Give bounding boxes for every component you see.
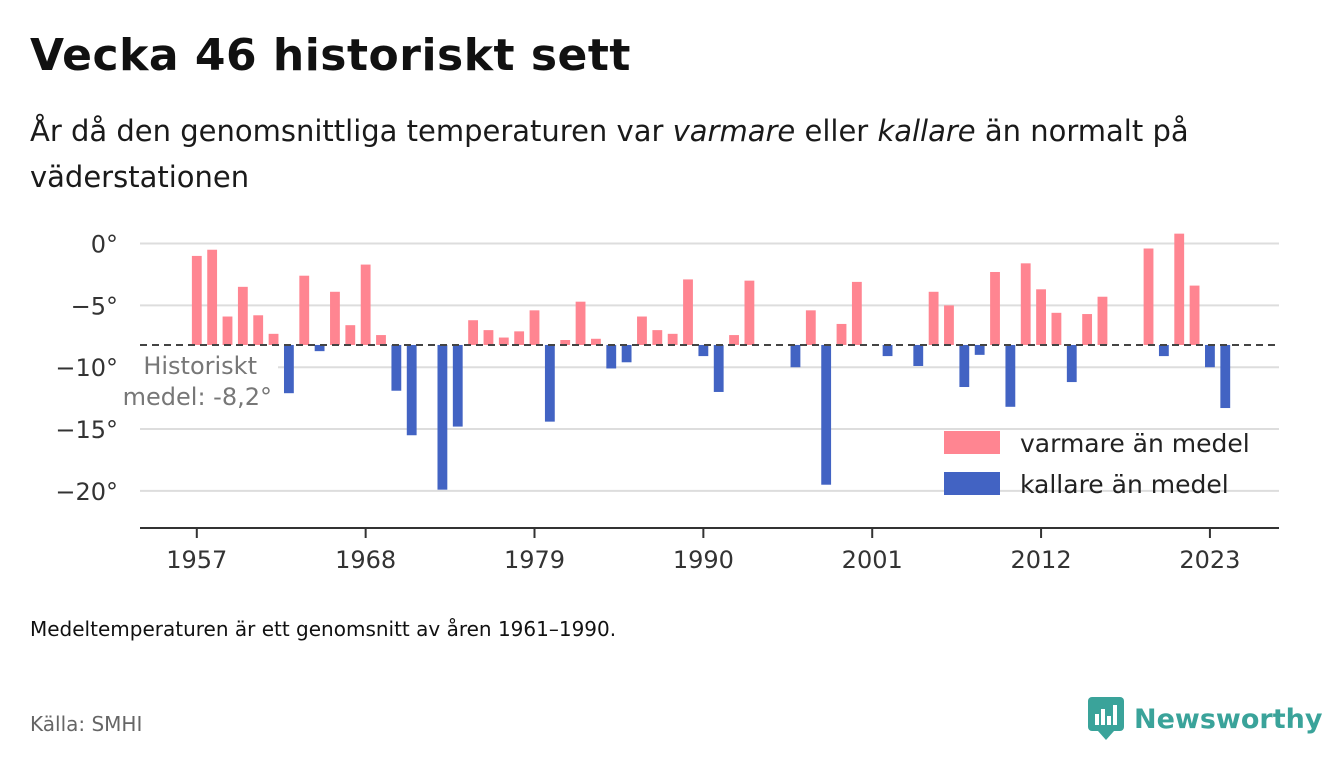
subtitle-text-2: eller bbox=[795, 114, 878, 148]
x-tick-label: 2012 bbox=[1011, 546, 1072, 574]
newsworthy-brand: Newsworthy bbox=[1088, 697, 1322, 741]
bar-warm bbox=[498, 337, 509, 345]
grid-lines bbox=[140, 242, 1279, 492]
x-tick-label: 1979 bbox=[504, 546, 565, 574]
y-tick-label: 0° bbox=[91, 231, 118, 259]
bar-cold bbox=[959, 344, 970, 388]
bar-cold bbox=[1220, 344, 1231, 409]
bar-warm bbox=[253, 315, 264, 345]
bar-warm bbox=[560, 340, 571, 345]
bar-warm bbox=[483, 330, 494, 345]
y-tick-label: −5° bbox=[71, 292, 118, 320]
bar-cold bbox=[913, 344, 924, 366]
bar-cold bbox=[391, 344, 402, 391]
bar-cold bbox=[698, 344, 709, 357]
bar-warm bbox=[468, 320, 479, 345]
temperature-bar-chart: 0° −5° −10° −15° −20° Historiskt medel: -8,2… bbox=[55, 231, 1279, 574]
bar-warm bbox=[590, 338, 601, 345]
bar-warm bbox=[851, 281, 862, 345]
bar-warm bbox=[944, 305, 954, 345]
x-axis-ticks: 1957 1968 1979 1990 2001 2012 2023 bbox=[166, 528, 1240, 574]
bar-warm bbox=[1082, 314, 1093, 345]
subtitle-emphasis-colder: kallare bbox=[877, 114, 976, 148]
bar-cold bbox=[406, 344, 417, 436]
bar-warm bbox=[652, 330, 663, 345]
y-tick-label: −10° bbox=[55, 354, 118, 382]
chart-subtitle: År då den genomsnittliga temperaturen va… bbox=[30, 108, 1260, 200]
bar-warm bbox=[744, 280, 755, 345]
bar-cold bbox=[882, 344, 893, 357]
newsworthy-logo-icon bbox=[1088, 697, 1124, 740]
bar-cold bbox=[1158, 344, 1169, 357]
bar-warm bbox=[376, 335, 386, 345]
bar-warm bbox=[1143, 248, 1154, 345]
bar-warm bbox=[1036, 289, 1046, 345]
legend: varmare än medel kallare än medel bbox=[944, 429, 1250, 499]
bar-warm bbox=[330, 291, 340, 345]
footnote: Medeltemperaturen är ett genomsnitt av å… bbox=[30, 617, 617, 641]
bar-warm bbox=[529, 310, 540, 345]
bar-warm bbox=[191, 255, 202, 345]
bar-cold bbox=[314, 344, 325, 352]
subtitle-text-1: År då den genomsnittliga temperaturen va… bbox=[30, 114, 673, 148]
bar-warm bbox=[514, 331, 525, 345]
bar-cold bbox=[544, 344, 555, 422]
source-credit: Källa: SMHI bbox=[30, 712, 143, 736]
legend-cold-label: kallare än medel bbox=[1020, 470, 1229, 499]
bar-warm bbox=[683, 279, 693, 345]
y-tick-label: −15° bbox=[55, 416, 118, 444]
bar-warm bbox=[990, 271, 1000, 345]
bar-cold bbox=[452, 344, 463, 427]
bar-warm bbox=[360, 264, 371, 345]
x-tick-label: 1968 bbox=[335, 546, 396, 574]
x-tick-label: 1990 bbox=[673, 546, 734, 574]
average-label-background bbox=[120, 350, 278, 413]
bar-cold bbox=[790, 344, 801, 368]
bar-cold bbox=[606, 344, 617, 369]
legend-warm-label: varmare än medel bbox=[1020, 429, 1250, 458]
bar-warm bbox=[575, 301, 586, 345]
bar-warm bbox=[836, 323, 847, 345]
bar-cold bbox=[713, 344, 724, 392]
brand-name: Newsworthy bbox=[1134, 703, 1323, 735]
x-tick-label: 2001 bbox=[842, 546, 903, 574]
bar-cold bbox=[283, 344, 294, 394]
bar-cold bbox=[437, 344, 448, 490]
legend-cold-swatch bbox=[944, 472, 1000, 495]
subtitle-emphasis-warmer: varmare bbox=[672, 114, 796, 148]
subtitle-text-3: än normalt på väderstationen bbox=[30, 114, 1189, 194]
bar-warm bbox=[1174, 233, 1185, 345]
y-tick-label: −20° bbox=[55, 478, 118, 506]
bar-warm bbox=[1097, 296, 1108, 345]
x-tick-label: 2023 bbox=[1179, 546, 1240, 574]
bar-cold bbox=[1005, 344, 1016, 407]
legend-warm-swatch bbox=[944, 431, 1000, 454]
bar-warm bbox=[928, 291, 939, 345]
bar-warm bbox=[729, 335, 739, 345]
y-axis-ticks: 0° −5° −10° −15° −20° bbox=[55, 231, 118, 506]
bar-warm bbox=[1051, 312, 1062, 345]
bar-warm bbox=[805, 310, 816, 345]
bar-warm bbox=[667, 333, 678, 345]
chart-title: Vecka 46 historiskt sett bbox=[30, 30, 631, 81]
average-label-line1: Historiskt bbox=[143, 352, 257, 380]
bar-warm bbox=[268, 333, 279, 345]
bar-cold bbox=[1066, 344, 1077, 383]
bar-warm bbox=[207, 249, 218, 345]
bar-cold bbox=[821, 344, 832, 485]
bar-cold bbox=[1205, 344, 1215, 368]
bars bbox=[191, 233, 1231, 490]
bar-warm bbox=[1020, 263, 1031, 345]
bar-warm bbox=[345, 325, 356, 345]
x-tick-label: 1957 bbox=[166, 546, 227, 574]
bar-warm bbox=[237, 286, 248, 345]
bar-warm bbox=[637, 316, 647, 345]
bar-warm bbox=[222, 316, 233, 345]
bar-warm bbox=[1189, 285, 1200, 345]
bar-cold bbox=[974, 344, 985, 355]
bar-cold bbox=[621, 344, 632, 363]
bar-warm bbox=[299, 275, 310, 345]
average-label-line2: medel: -8,2° bbox=[123, 383, 272, 411]
